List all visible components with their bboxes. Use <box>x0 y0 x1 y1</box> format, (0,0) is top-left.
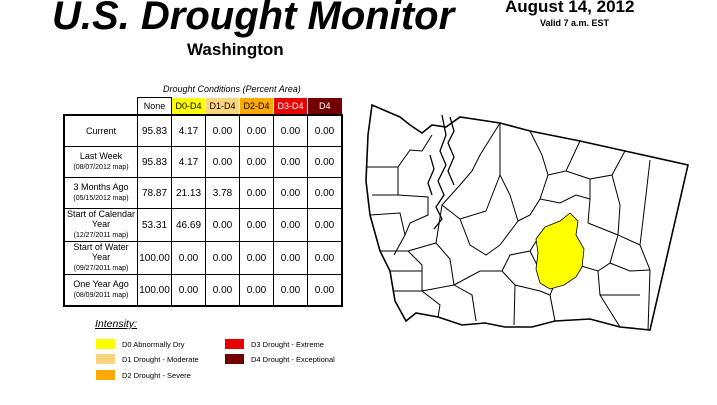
table-cell: 0.00 <box>239 177 274 209</box>
table-row-one-year-ago: One Year Ago (08/09/2011 map) 100.00 0.00… <box>63 274 343 307</box>
row-label-text: Start of Water Year <box>73 242 129 262</box>
table-cell: 0.00 <box>273 241 308 275</box>
table-cell: 100.00 <box>137 241 172 275</box>
row-label-date: (08/07/2012 map) <box>73 164 129 171</box>
table-cell: 78.87 <box>137 177 172 209</box>
table-cell: 0.00 <box>307 177 343 209</box>
column-header-d3-d4: D3-D4 <box>273 97 308 116</box>
column-header-none: None <box>137 97 172 116</box>
table-cell: 0.00 <box>307 208 343 242</box>
row-label: Start of Calendar Year (12/27/2011 map) <box>63 208 138 242</box>
legend-label-d4: D4 Drought - Exceptional <box>251 354 335 364</box>
table-cell: 53.31 <box>137 208 172 242</box>
row-label-text: 3 Months Ago <box>73 182 129 192</box>
row-label-date: (12/27/2011 map) <box>73 232 129 239</box>
table-cell: 0.00 <box>239 274 274 307</box>
table-cell: 95.83 <box>137 146 172 178</box>
table-cell: 0.00 <box>171 241 206 275</box>
row-label-text: One Year Ago <box>73 279 129 289</box>
map-date: August 14, 2012 <box>505 0 635 16</box>
table-cell: 0.00 <box>239 114 274 147</box>
legend-swatch-d3 <box>225 339 244 349</box>
table-row-current: Current 95.83 4.17 0.00 0.00 0.00 0.00 <box>63 114 343 147</box>
table-cell: 46.69 <box>171 208 206 242</box>
state-name: Washington <box>187 40 284 59</box>
row-label: Start of Water Year (09/27/2011 map) <box>63 241 138 275</box>
column-header-d4: D4 <box>307 97 343 116</box>
legend-label-d1: D1 Drought - Moderate <box>122 354 199 364</box>
legend-item-d0: D0 Abnormally Dry <box>96 339 185 349</box>
table-row-last-week: Last Week (08/07/2012 map) 95.83 4.17 0.0… <box>63 146 343 178</box>
row-label-date: (05/15/2012 map) <box>73 195 129 202</box>
table-cell: 0.00 <box>307 241 343 275</box>
table-cell: 0.00 <box>171 274 206 307</box>
row-label: Current <box>63 114 138 147</box>
puget-sound-shoreline <box>427 114 455 230</box>
table-cell: 0.00 <box>239 146 274 178</box>
table-caption: Drought Conditions (Percent Area) <box>163 84 301 94</box>
legend-item-d4: D4 Drought - Exceptional <box>225 354 335 364</box>
row-label-text: Start of Calendar Year <box>66 209 136 229</box>
row-label-date: (08/09/2011 map) <box>73 292 129 299</box>
table-cell: 0.00 <box>273 177 308 209</box>
state-outline <box>365 103 689 331</box>
legend-swatch-d1 <box>96 354 115 364</box>
table-cell: 0.00 <box>239 241 274 275</box>
column-header-d1-d4: D1-D4 <box>205 97 240 116</box>
legend-label-d0: D0 Abnormally Dry <box>122 339 185 349</box>
table-cell: 0.00 <box>205 114 240 147</box>
row-label-date: (09/27/2011 map) <box>73 265 129 272</box>
county-boundaries <box>366 122 651 331</box>
table-cell: 0.00 <box>307 274 343 307</box>
table-cell: 21.13 <box>171 177 206 209</box>
table-cell: 0.00 <box>273 146 308 178</box>
legend-label-d3: D3 Drought - Extreme <box>251 339 324 349</box>
table-cell: 0.00 <box>205 241 240 275</box>
drought-conditions-table: None D0-D4 D1-D4 D2-D4 D3-D4 D4 Current … <box>63 97 343 307</box>
column-header-d0-d4: D0-D4 <box>171 97 206 116</box>
table-cell: 100.00 <box>137 274 172 307</box>
column-header-d2-d4: D2-D4 <box>239 97 274 116</box>
legend-title: Intensity: <box>95 318 138 330</box>
page-title: U.S. Drought Monitor <box>52 0 455 38</box>
table-row-start-water-year: Start of Water Year (09/27/2011 map) 100.… <box>63 241 343 275</box>
legend-label-d2: D2 Drought - Severe <box>122 370 191 380</box>
legend-swatch-d4 <box>225 354 244 364</box>
row-label: One Year Ago (08/09/2011 map) <box>63 274 138 307</box>
table-cell: 0.00 <box>205 208 240 242</box>
legend-item-d1: D1 Drought - Moderate <box>96 354 199 364</box>
row-label-text: Current <box>85 126 116 136</box>
table-cell: 0.00 <box>273 208 308 242</box>
table-cell: 4.17 <box>171 114 206 147</box>
legend-item-d3: D3 Drought - Extreme <box>225 339 324 349</box>
table-header-row: None D0-D4 D1-D4 D2-D4 D3-D4 D4 <box>64 97 343 116</box>
row-label: Last Week (08/07/2012 map) <box>63 146 138 178</box>
table-cell: 3.78 <box>205 177 240 209</box>
d0-drought-area <box>535 212 585 290</box>
table-cell: 0.00 <box>273 274 308 307</box>
row-label-text: Last Week <box>79 151 123 161</box>
table-cell: 4.17 <box>171 146 206 178</box>
table-row-3-months-ago: 3 Months Ago (05/15/2012 map) 78.87 21.13… <box>63 177 343 209</box>
row-label: 3 Months Ago (05/15/2012 map) <box>63 177 138 209</box>
table-cell: 0.00 <box>273 114 308 147</box>
valid-time: Valid 7 a.m. EST <box>540 18 610 28</box>
table-cell: 95.83 <box>137 114 172 147</box>
legend-item-d2: D2 Drought - Severe <box>96 370 191 380</box>
table-cell: 0.00 <box>205 274 240 307</box>
washington-county-map <box>365 103 689 331</box>
table-cell: 0.00 <box>205 146 240 178</box>
table-cell: 0.00 <box>307 146 343 178</box>
table-cell: 0.00 <box>239 208 274 242</box>
table-cell: 0.00 <box>307 114 343 147</box>
legend-swatch-d0 <box>96 339 115 349</box>
legend-swatch-d2 <box>96 370 115 380</box>
table-row-start-calendar-year: Start of Calendar Year (12/27/2011 map) 5… <box>63 208 343 242</box>
header-blank-cell <box>64 97 138 115</box>
